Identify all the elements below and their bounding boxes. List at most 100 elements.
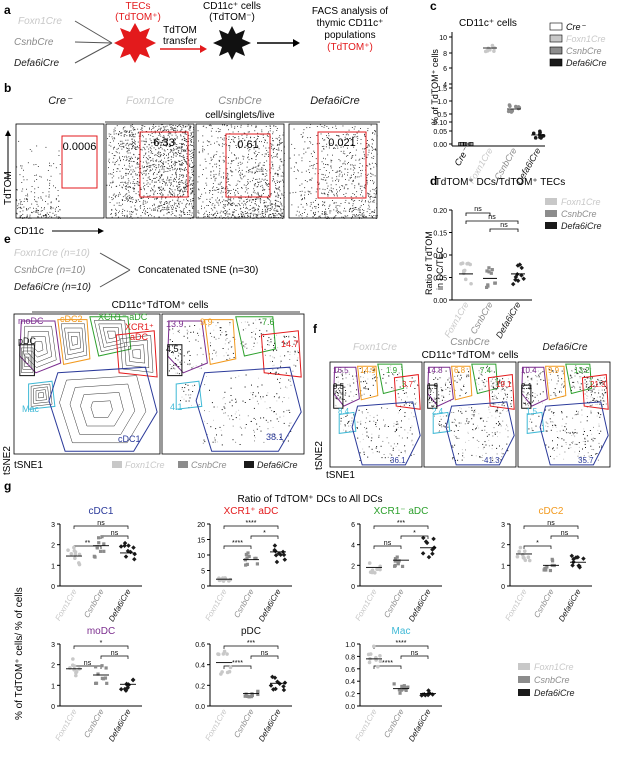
tsne-dot: [397, 393, 399, 395]
b-event-dot: [152, 205, 153, 207]
b-event-dot: [273, 217, 275, 219]
tsne-dot: [175, 357, 176, 359]
b-event-dot: [171, 174, 173, 176]
b-event-dot: [205, 182, 207, 184]
b-event-dot: [217, 128, 219, 129]
b-event-dot: [255, 209, 257, 211]
tsne-dot: [498, 421, 499, 423]
b-event-dot: [191, 153, 193, 154]
b-event-dot: [281, 208, 283, 210]
b-event-dot: [360, 170, 361, 171]
tsne-dot: [270, 420, 272, 422]
b-event-dot: [202, 151, 204, 153]
b-event-dot: [254, 213, 256, 215]
tsne-dot: [397, 426, 399, 428]
b-event-dot: [321, 213, 323, 215]
b-event-dot: [166, 125, 168, 127]
b-event-dot: [191, 137, 193, 138]
tsne-dot: [232, 439, 234, 441]
b-event-dot: [202, 145, 204, 147]
b-event-dot: [231, 205, 233, 206]
b-event-dot: [190, 158, 192, 160]
tsne-dot: [248, 324, 250, 326]
b-event-dot: [57, 195, 59, 197]
b-event-dot: [361, 190, 363, 191]
b-event-dot: [193, 149, 195, 151]
b-event-dot: [335, 184, 337, 186]
b-event-dot: [217, 183, 219, 185]
b-event-dot: [224, 205, 226, 207]
tsne-dot: [341, 398, 343, 400]
b-event-dot: [235, 205, 236, 207]
b-event-dot: [294, 148, 296, 149]
b-event-dot: [138, 185, 140, 186]
b-event-dot: [267, 186, 269, 187]
tsne-dot: [473, 411, 475, 413]
b-event-dot: [283, 197, 285, 198]
b-event-dot: [246, 217, 248, 218]
tsne-dot: [466, 374, 468, 376]
b-event-dot: [112, 161, 114, 163]
b-event-dot: [280, 158, 282, 160]
b-event-dot: [157, 206, 159, 208]
b-event-dot: [211, 204, 213, 206]
tsne-dot: [334, 404, 336, 406]
b-event-dot: [125, 155, 127, 157]
b-event-dot: [330, 210, 332, 212]
b-event-dot: [183, 175, 185, 177]
b-event-dot: [179, 164, 181, 166]
tsne-dot: [437, 370, 439, 372]
tsne-dot: [478, 413, 480, 415]
b-event-dot: [121, 181, 123, 183]
b-event-dot: [248, 197, 250, 198]
tsne-dot: [473, 414, 475, 416]
b-event-dot: [146, 165, 148, 167]
tsne-dot: [475, 411, 477, 413]
b-event-dot: [352, 214, 354, 216]
b-event-dot: [304, 180, 306, 181]
tsne-dot: [498, 403, 500, 405]
b-event-dot: [222, 217, 224, 218]
tsne-dot: [269, 361, 271, 363]
tsne-dot: [597, 378, 599, 380]
tsne-dot: [597, 379, 599, 381]
b-event-dot: [374, 195, 376, 197]
b-event-dot: [282, 134, 284, 136]
tsne-dot: [592, 399, 594, 401]
b-event-dot: [192, 167, 194, 169]
b-event-dot: [220, 210, 222, 212]
f-value-xcr1neg: 1.9: [386, 366, 398, 375]
b-event-dot: [213, 155, 214, 157]
b-event-dot: [323, 214, 325, 215]
b-event-dot: [143, 140, 145, 142]
tsne-dot: [588, 387, 589, 389]
b-event-dot: [188, 217, 190, 219]
b-event-dot: [374, 133, 376, 135]
b-event-dot: [237, 131, 239, 133]
b-event-dot: [312, 165, 314, 167]
b-event-dot: [162, 209, 164, 211]
b-event-dot: [160, 154, 161, 156]
b-event-dot: [155, 169, 157, 171]
b-event-dot: [169, 133, 171, 135]
b-event-dot: [50, 175, 52, 177]
tsne-dot: [192, 391, 194, 392]
b-event-dot: [150, 140, 152, 142]
b-event-dot: [129, 152, 131, 154]
tsne-dot: [213, 336, 215, 338]
b-event-dot: [199, 164, 201, 166]
tsne-dot: [448, 377, 450, 379]
tsne-dot: [202, 442, 204, 444]
b-event-dot: [127, 178, 129, 180]
tsne-dot: [557, 375, 559, 377]
tsne-dot: [359, 421, 361, 423]
tsne-dot: [505, 394, 507, 396]
b-gate-value: 6.33: [153, 137, 174, 149]
b-event-dot: [192, 166, 194, 168]
tsne-dot: [465, 449, 466, 451]
b-event-dot: [163, 161, 165, 163]
d-sig-label: ns: [500, 222, 508, 229]
b-event-dot: [29, 207, 31, 209]
c-tick-label: 0.05: [433, 129, 447, 136]
